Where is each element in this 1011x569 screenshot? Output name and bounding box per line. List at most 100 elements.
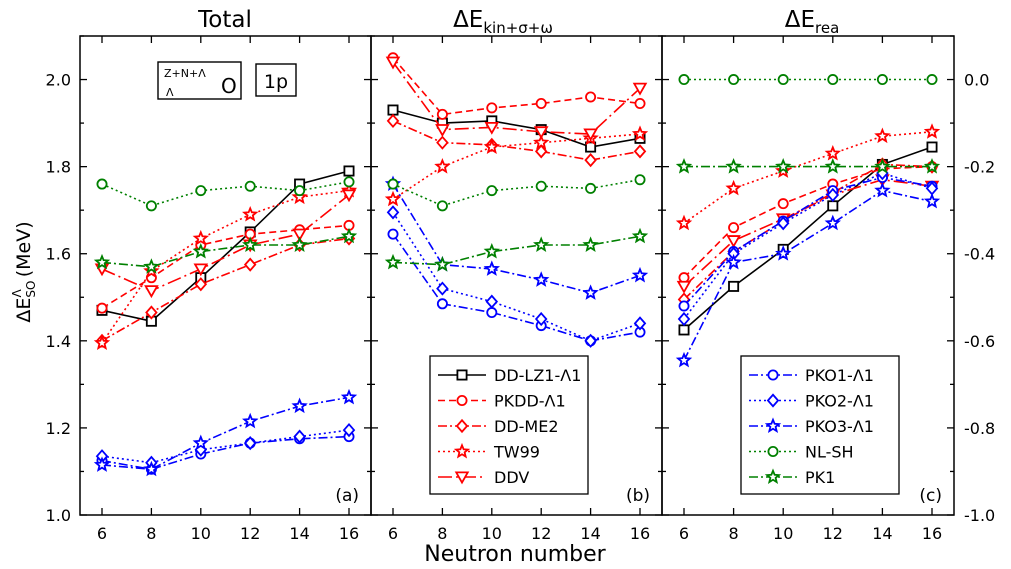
- series-TW99: [384, 125, 649, 207]
- series-PKO2-Λ1: [386, 205, 647, 348]
- data-point: [678, 300, 690, 312]
- data-point: [725, 179, 742, 196]
- data-point: [874, 181, 891, 198]
- data-point: [533, 236, 550, 252]
- series-line: [683, 131, 933, 224]
- x-tick-label: 8: [437, 524, 447, 543]
- panel-c: 6 8 10 12 14 16 -1.0 -0.8 -0.6 -0.4 -0.2 0.0 (c): [661, 35, 995, 543]
- legend-entry: TW99: [493, 443, 540, 462]
- series-PK1: [384, 227, 649, 272]
- data-point: [486, 102, 498, 114]
- data-point: [533, 271, 550, 287]
- data-point: [728, 222, 740, 234]
- panel-b: 6 8 10 12 14 16 (b): [370, 35, 663, 543]
- data-point: [923, 158, 941, 174]
- data-point: [824, 144, 841, 161]
- data-point: [486, 307, 498, 319]
- data-point: [775, 158, 792, 174]
- inset-nucleus-pre: Z+N+Λ: [164, 67, 206, 80]
- series-line: [101, 181, 350, 207]
- y-tick-label: 2.0: [46, 71, 71, 90]
- data-point: [582, 236, 599, 252]
- data-point: [634, 97, 646, 109]
- y-tick-label: 1.2: [46, 419, 71, 438]
- legend-marker: [767, 369, 779, 381]
- data-point: [143, 258, 160, 274]
- x-tick-label: 12: [531, 524, 551, 543]
- series-TW99: [93, 181, 358, 350]
- data-point: [483, 138, 500, 154]
- data-point: [776, 216, 790, 231]
- data-point: [144, 285, 159, 299]
- data-point: [675, 158, 693, 174]
- panel-label: (c): [919, 486, 942, 506]
- data-point: [434, 256, 451, 272]
- data-point: [725, 253, 742, 270]
- data-point: [725, 158, 742, 174]
- x-tick-label: 8: [729, 524, 739, 543]
- data-point: [194, 277, 208, 292]
- series-line: [101, 194, 350, 292]
- data-point: [436, 108, 448, 120]
- data-point: [385, 56, 401, 70]
- x-tick-label: 10: [773, 524, 793, 543]
- data-point: [923, 123, 941, 139]
- x-tick-label: 16: [339, 524, 359, 543]
- data-point: [631, 266, 649, 283]
- panel-c-title-sub: rea: [815, 19, 839, 37]
- legend-entry: PKDD-Λ1: [494, 392, 566, 411]
- data-point: [675, 351, 693, 368]
- data-point: [436, 298, 448, 310]
- legend-entry: NL-SH: [805, 443, 854, 462]
- series-PKO2-Λ1: [95, 422, 356, 470]
- panel-a-title: Total: [197, 7, 252, 33]
- legend-entry: PKO2-Λ1: [805, 392, 874, 411]
- data-point: [387, 104, 399, 116]
- series-PKO1-Λ1: [96, 431, 355, 475]
- data-point: [534, 144, 548, 159]
- data-point: [824, 158, 841, 174]
- data-point: [291, 188, 308, 205]
- y-tick-label: 1.6: [46, 245, 71, 264]
- x-axis-label: Neutron number: [424, 542, 606, 567]
- data-point: [243, 257, 257, 272]
- data-point: [633, 316, 647, 331]
- series-line: [392, 178, 641, 207]
- data-point: [343, 176, 355, 188]
- data-point: [242, 236, 259, 252]
- data-point: [533, 134, 550, 150]
- data-point: [827, 200, 839, 212]
- data-point: [483, 242, 500, 259]
- x-tick-label: 8: [146, 524, 156, 543]
- series-PK1: [675, 158, 941, 174]
- series-DD-ME2: [386, 113, 647, 168]
- x-tick-label: 6: [679, 524, 689, 543]
- data-point: [342, 422, 356, 438]
- data-point: [631, 227, 649, 244]
- legend-entry: DDV: [494, 468, 529, 487]
- data-point: [923, 192, 941, 209]
- legend-marker: [455, 418, 469, 434]
- panel-a: 6 8 10 12 14 16 1.0 1.2 1.4 1.6 1.8 2.0 (a): [46, 35, 372, 543]
- series-line: [683, 165, 933, 279]
- x-tick-label: 14: [289, 524, 309, 543]
- series-DD-ME2: [95, 231, 356, 348]
- legend-entry: PKO3-Λ1: [805, 417, 874, 436]
- series-DDV: [94, 189, 357, 299]
- x-tick-label: 16: [630, 524, 650, 543]
- inset-nucleus-elem: O: [221, 74, 237, 98]
- data-point: [676, 280, 692, 294]
- data-point: [678, 74, 690, 86]
- series-line: [392, 61, 641, 135]
- y-tick-label: -1.0: [964, 506, 995, 525]
- y-tick-label: -0.6: [964, 332, 995, 351]
- panel-c-title: ΔErea: [785, 7, 840, 37]
- series-DDV: [385, 56, 648, 142]
- legend-entry: PK1: [805, 468, 835, 487]
- data-point: [634, 174, 646, 186]
- x-tick-label: 10: [482, 524, 502, 543]
- data-point: [145, 305, 158, 320]
- data-point: [384, 190, 402, 207]
- legend-frame: [429, 355, 589, 495]
- legend-marker: [767, 445, 779, 457]
